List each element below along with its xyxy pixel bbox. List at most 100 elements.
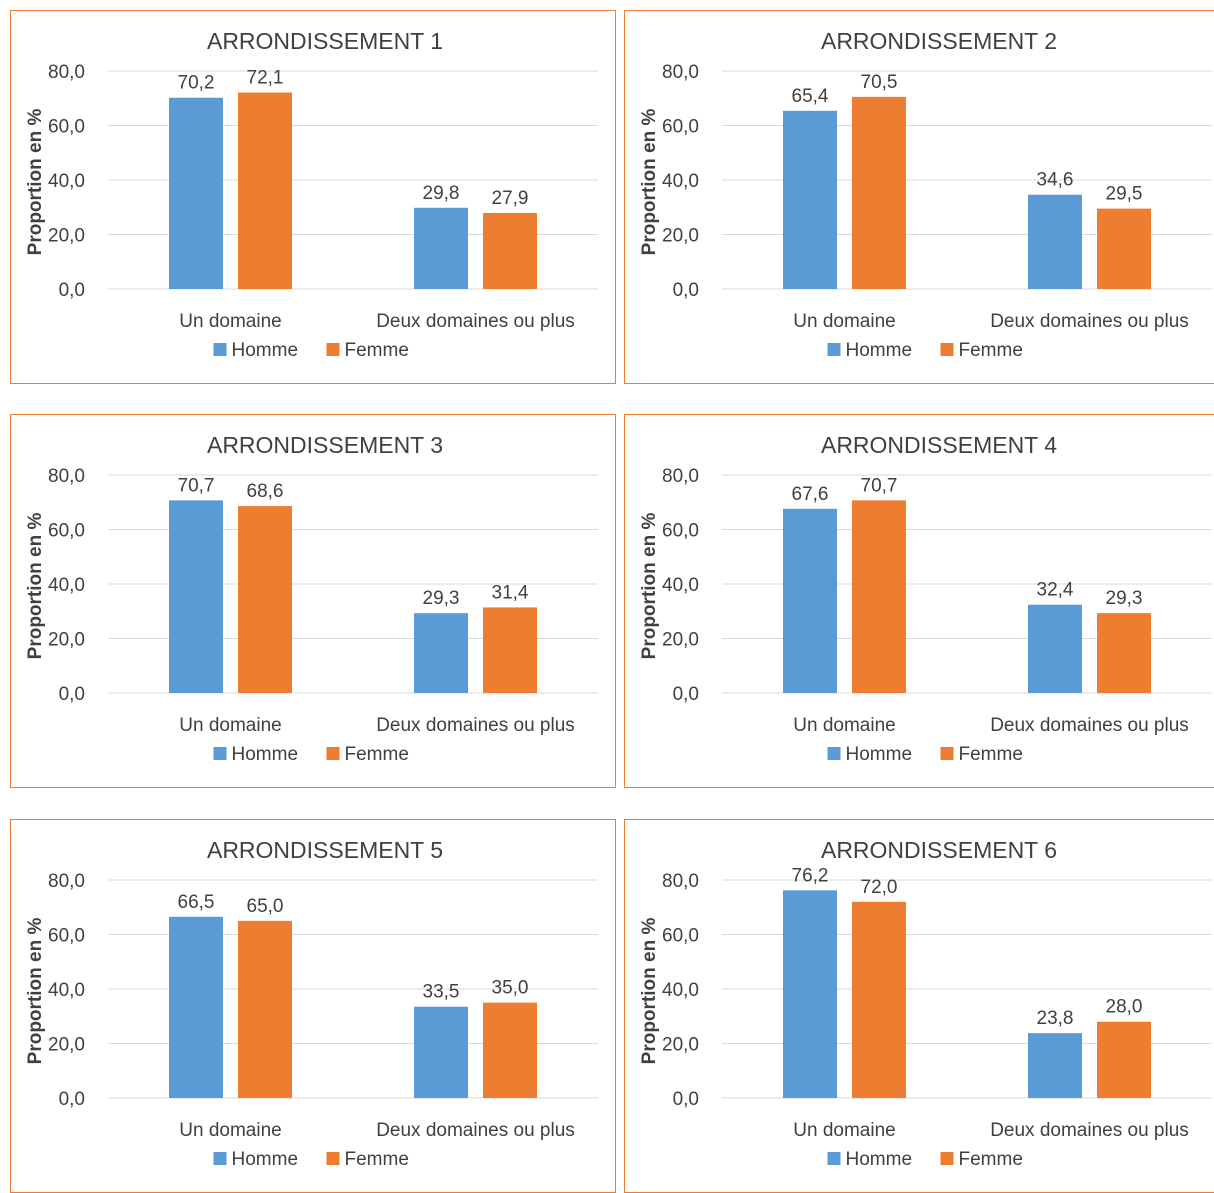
- category-label: Un domaine: [179, 311, 281, 332]
- data-label: 76,2: [792, 865, 829, 886]
- y-tick-label: 80,0: [48, 62, 85, 83]
- chart-title: ARRONDISSEMENT 5: [207, 837, 443, 863]
- data-label: 34,6: [1037, 170, 1074, 191]
- category-label: Un domaine: [793, 1120, 895, 1141]
- chart-title: ARRONDISSEMENT 6: [821, 837, 1057, 863]
- bar-femme-1: [852, 500, 906, 693]
- y-tick-label: 40,0: [662, 575, 699, 596]
- data-label: 27,9: [492, 188, 529, 209]
- chart-panel-3: ARRONDISSEMENT 3 0,0 20,0 40,0 60,0 80,0 Propo…: [10, 414, 616, 788]
- bar-femme-1: [238, 506, 292, 693]
- data-label: 32,4: [1037, 580, 1074, 601]
- legend-label-homme: Homme: [232, 340, 299, 361]
- legend-swatch-homme: [827, 1152, 841, 1165]
- category-label: Un domaine: [793, 311, 895, 332]
- data-label: 29,3: [1106, 588, 1143, 609]
- bar-homme-1: [169, 97, 223, 289]
- chart-title: ARRONDISSEMENT 2: [821, 28, 1057, 54]
- legend-swatch-homme: [213, 1152, 227, 1165]
- bar-homme-1: [783, 110, 837, 289]
- y-tick-label: 40,0: [48, 171, 85, 192]
- data-label: 72,1: [247, 68, 284, 89]
- category-label: Deux domaines ou plus: [376, 311, 575, 332]
- legend-label-homme: Homme: [232, 1149, 299, 1170]
- y-tick-label: 60,0: [662, 117, 699, 138]
- y-axis-title: Proportion en %: [639, 918, 660, 1065]
- chart-panel-2: ARRONDISSEMENT 2 0,0 20,0 40,0 60,0 80,0 Propo…: [624, 10, 1214, 384]
- legend-swatch-femme: [940, 1152, 954, 1165]
- y-axis-title: Proportion en %: [25, 918, 46, 1065]
- legend-label-femme: Femme: [959, 1149, 1023, 1170]
- legend-swatch-femme: [326, 1152, 340, 1165]
- y-tick-label: 80,0: [48, 871, 85, 892]
- legend-label-femme: Femme: [345, 340, 409, 361]
- bar-homme-1: [783, 508, 837, 693]
- category-label: Deux domaines ou plus: [376, 715, 575, 736]
- bar-femme-1: [238, 92, 292, 289]
- y-tick-label: 40,0: [662, 171, 699, 192]
- category-label: Un domaine: [179, 715, 281, 736]
- category-label: Un domaine: [793, 715, 895, 736]
- bar-femme-2: [483, 212, 537, 289]
- legend-label-homme: Homme: [846, 744, 913, 765]
- data-label: 67,6: [792, 484, 829, 505]
- data-label: 70,2: [178, 73, 215, 94]
- y-axis-title: Proportion en %: [25, 109, 46, 256]
- y-tick-label: 60,0: [662, 926, 699, 947]
- legend-swatch-femme: [940, 343, 954, 356]
- category-label: Deux domaines ou plus: [990, 715, 1189, 736]
- y-tick-label: 80,0: [48, 466, 85, 487]
- category-label: Un domaine: [179, 1120, 281, 1141]
- y-axis-title: Proportion en %: [639, 109, 660, 256]
- bar-homme-2: [414, 207, 468, 289]
- legend-label-femme: Femme: [345, 1149, 409, 1170]
- legend-label-femme: Femme: [959, 340, 1023, 361]
- y-tick-label: 40,0: [48, 575, 85, 596]
- chart-3-svg: ARRONDISSEMENT 3 0,0 20,0 40,0 60,0 80,0 Propo…: [25, 432, 598, 765]
- y-axis-title: Proportion en %: [639, 513, 660, 660]
- legend-label-homme: Homme: [846, 1149, 913, 1170]
- legend-swatch-homme: [827, 343, 841, 356]
- chart-title: ARRONDISSEMENT 3: [207, 432, 443, 458]
- y-tick-label: 0,0: [673, 684, 699, 705]
- y-tick-label: 0,0: [59, 684, 85, 705]
- y-tick-label: 60,0: [48, 521, 85, 542]
- y-tick-label: 40,0: [662, 980, 699, 1001]
- data-label: 31,4: [492, 582, 529, 603]
- y-tick-label: 20,0: [48, 1035, 85, 1056]
- y-tick-label: 40,0: [48, 980, 85, 1001]
- data-label: 70,7: [861, 475, 898, 496]
- chart-panel-5: ARRONDISSEMENT 5 0,0 20,0 40,0 60,0 80,0 Propo…: [10, 819, 616, 1193]
- bar-femme-1: [852, 96, 906, 289]
- legend-label-homme: Homme: [232, 744, 299, 765]
- legend-label-femme: Femme: [959, 744, 1023, 765]
- chart-title: ARRONDISSEMENT 4: [821, 432, 1057, 458]
- legend-label-femme: Femme: [345, 744, 409, 765]
- data-label: 66,5: [178, 892, 215, 913]
- data-label: 23,8: [1037, 1008, 1074, 1029]
- bar-femme-1: [852, 901, 906, 1098]
- y-tick-label: 20,0: [662, 630, 699, 651]
- data-label: 29,8: [423, 183, 460, 204]
- bar-femme-2: [1097, 208, 1151, 289]
- data-label: 68,6: [247, 481, 284, 502]
- data-label: 65,0: [247, 896, 284, 917]
- bar-homme-2: [1028, 604, 1082, 693]
- legend-swatch-homme: [827, 747, 841, 760]
- y-tick-label: 60,0: [662, 521, 699, 542]
- chart-panel-4: ARRONDISSEMENT 4 0,0 20,0 40,0 60,0 80,0 Propo…: [624, 414, 1214, 788]
- y-tick-label: 20,0: [662, 226, 699, 247]
- y-tick-label: 20,0: [48, 630, 85, 651]
- bar-femme-2: [483, 607, 537, 693]
- legend-swatch-femme: [326, 747, 340, 760]
- chart-2-svg: ARRONDISSEMENT 2 0,0 20,0 40,0 60,0 80,0 Propo…: [639, 28, 1212, 361]
- chart-1-svg: ARRONDISSEMENT 1 0,0 20,0 40,0 60,0 80,0 Propo…: [25, 28, 598, 361]
- bar-homme-2: [1028, 194, 1082, 289]
- y-tick-label: 20,0: [662, 1035, 699, 1056]
- category-label: Deux domaines ou plus: [376, 1120, 575, 1141]
- y-tick-label: 80,0: [662, 62, 699, 83]
- data-label: 29,5: [1106, 184, 1143, 205]
- chart-4-svg: ARRONDISSEMENT 4 0,0 20,0 40,0 60,0 80,0 Propo…: [639, 432, 1212, 765]
- category-label: Deux domaines ou plus: [990, 1120, 1189, 1141]
- category-label: Deux domaines ou plus: [990, 311, 1189, 332]
